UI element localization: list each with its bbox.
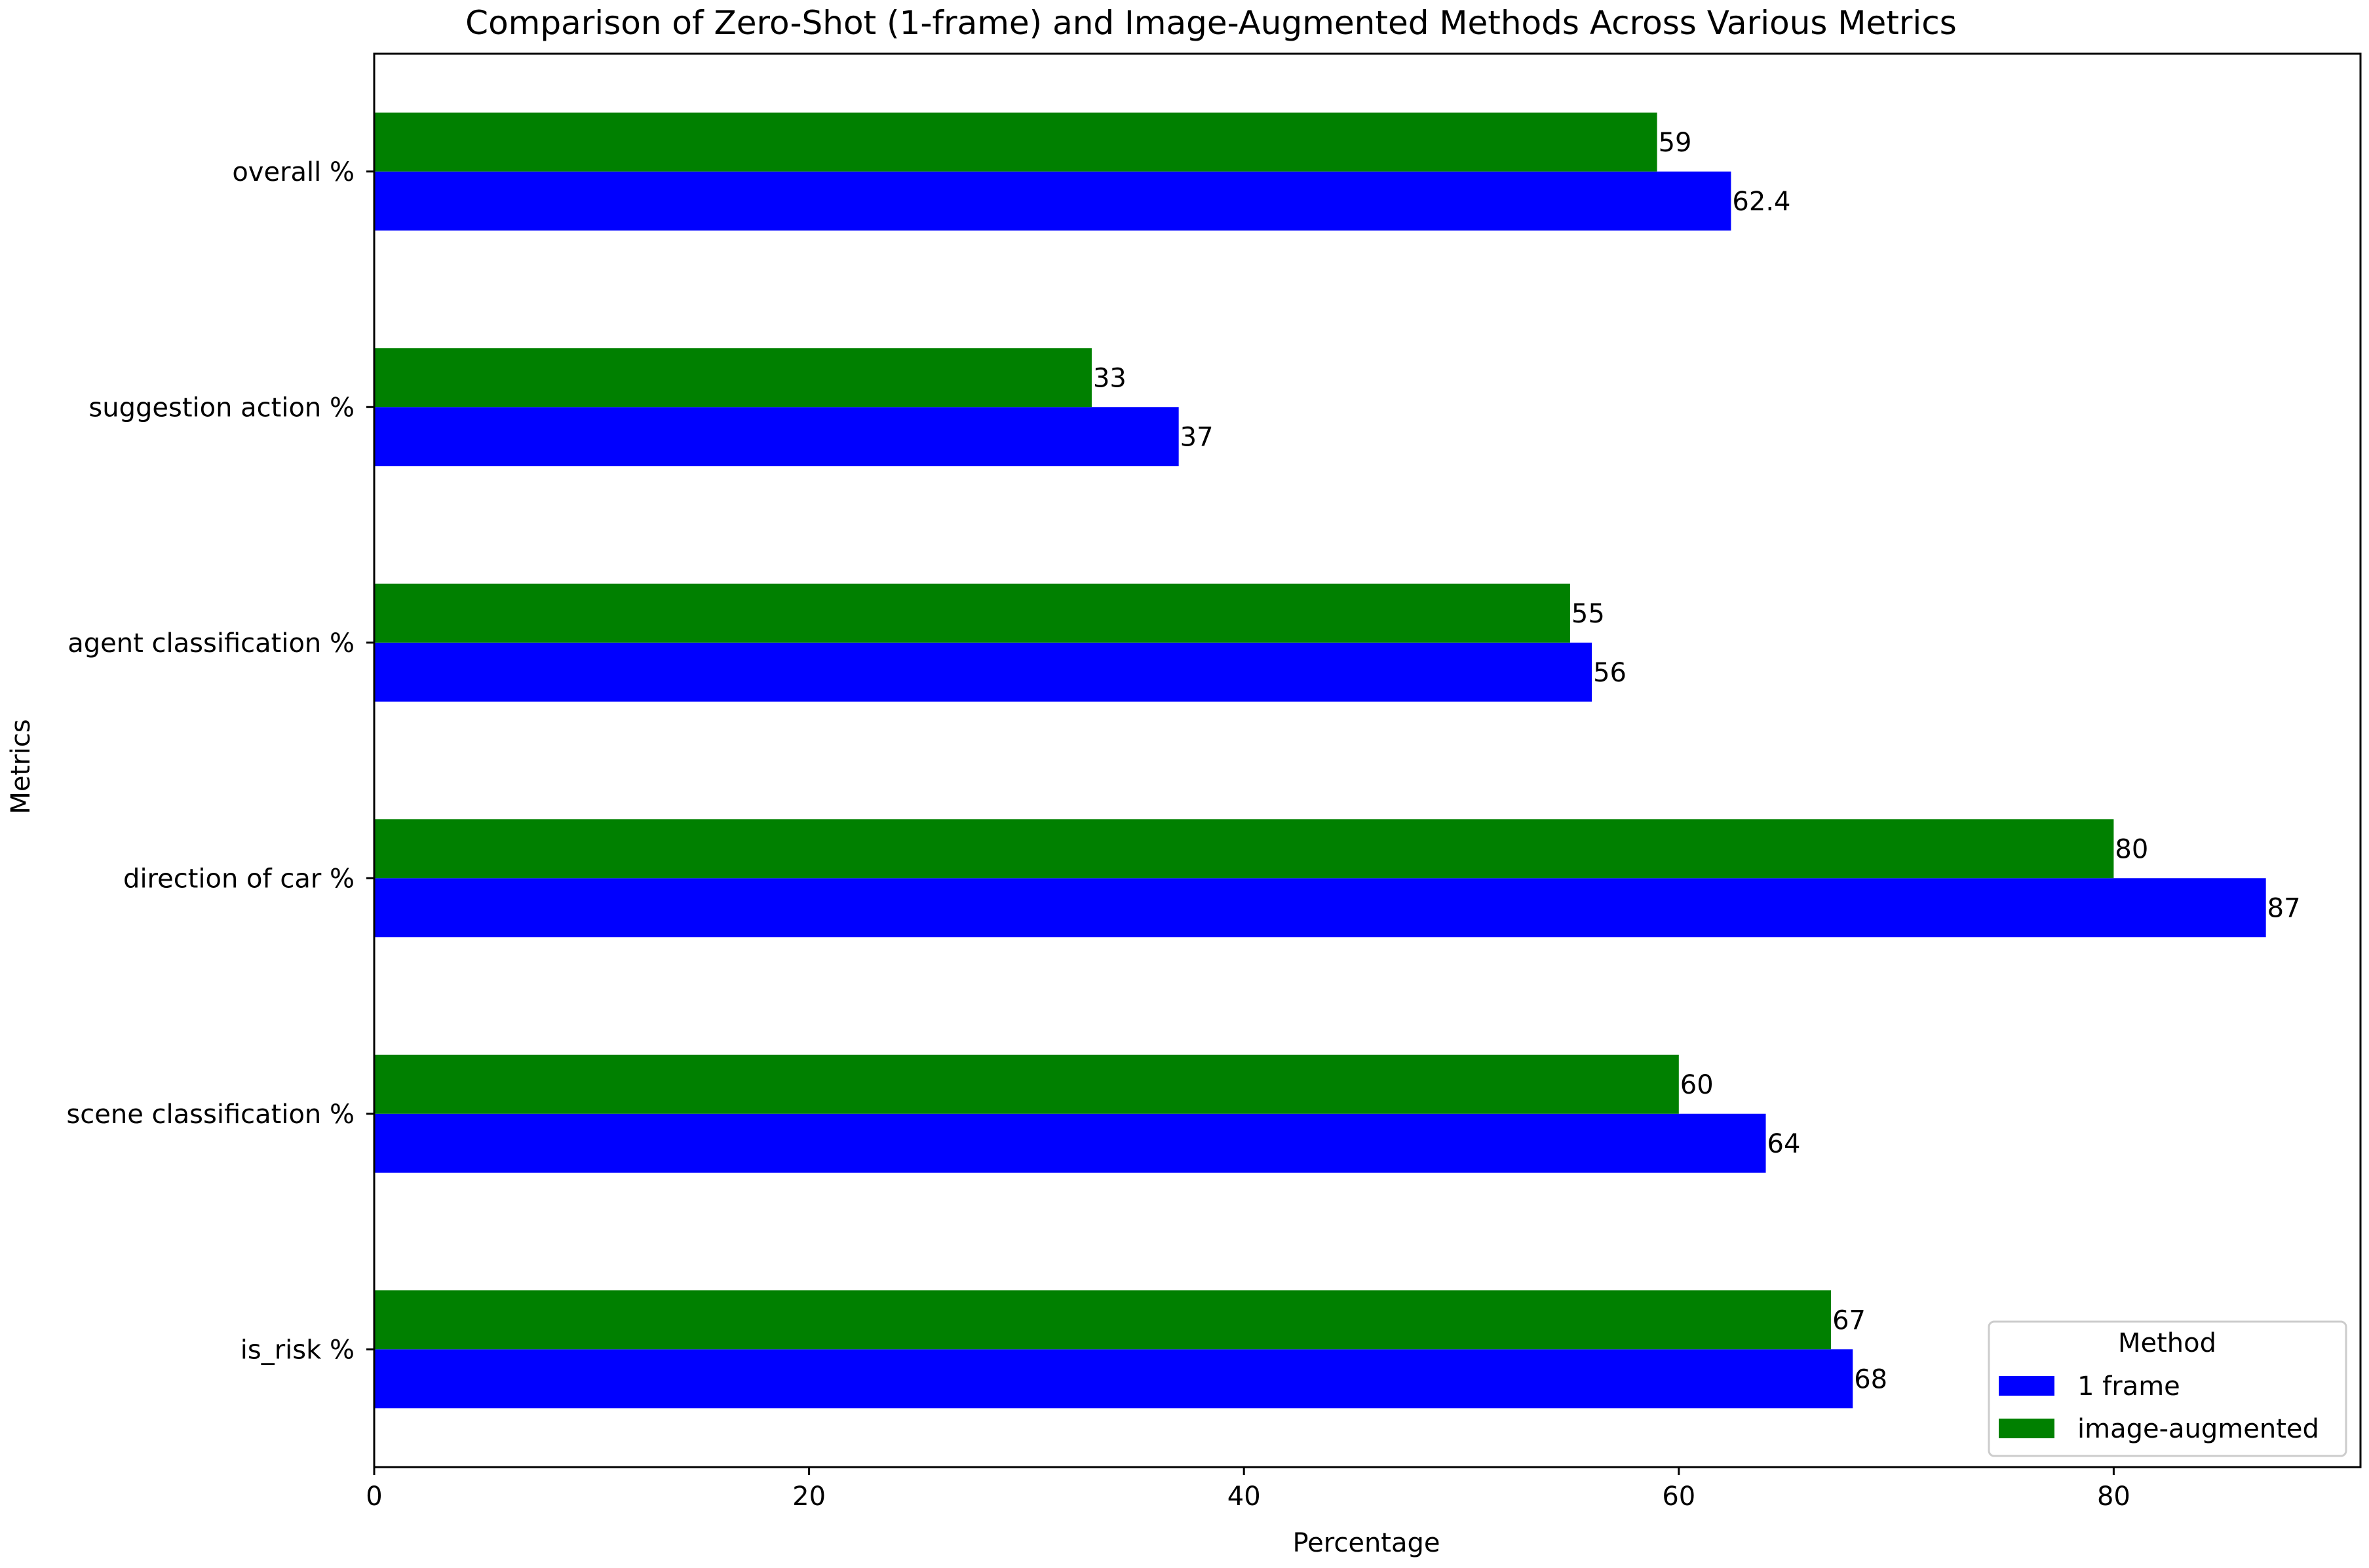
value-label-1-frame-direction-of-car: 87 [2267, 893, 2301, 923]
legend-label-image-augmented: image-augmented [2077, 1414, 2319, 1444]
y-axis: is_risk % scene classification % direction… [66, 157, 374, 1365]
legend-swatch-image-augmented [1999, 1419, 2054, 1438]
x-axis-label: Percentage [1292, 1528, 1440, 1558]
bar-1-frame-is-risk [374, 1349, 1853, 1409]
bar-image-augmented-scene-classification [374, 1054, 1679, 1114]
plot-frame [373, 52, 2362, 1468]
chart-title: Comparison of Zero-Shot (1-frame) and Im… [465, 4, 1957, 42]
value-labels-layer: 68 67 64 60 87 80 56 55 37 33 62.4 59 [1093, 128, 2301, 1395]
value-label-image-augmented-agent-classification: 55 [1571, 599, 1605, 629]
bar-1-frame-suggestion-action [374, 407, 1179, 467]
value-label-1-frame-suggestion-action: 37 [1180, 422, 1214, 452]
y-tick-label-scene-classification: scene classification % [66, 1100, 355, 1130]
y-tick-label-agent-classification: agent classification % [67, 628, 355, 659]
y-axis-label: Metrics [6, 719, 36, 814]
x-tick-label-60: 60 [1662, 1482, 1695, 1512]
value-label-1-frame-scene-classification: 64 [1767, 1129, 1801, 1159]
bar-1-frame-overall [374, 171, 1731, 231]
y-tick-label-suggestion-action: suggestion action % [88, 392, 355, 423]
bar-image-augmented-agent-classification [374, 583, 1570, 643]
value-label-image-augmented-suggestion-action: 33 [1093, 363, 1127, 393]
y-tick-label-direction-of-car: direction of car % [123, 864, 355, 894]
value-label-1-frame-agent-classification: 56 [1593, 658, 1627, 688]
bar-image-augmented-direction-of-car [374, 819, 2114, 879]
legend: Method 1 frame image-augmented [1988, 1320, 2347, 1457]
x-tick-label-0: 0 [366, 1482, 382, 1512]
x-tick-label-80: 80 [2097, 1482, 2130, 1512]
value-label-1-frame-overall: 62.4 [1732, 187, 1790, 217]
y-tick-label-overall: overall % [232, 157, 355, 187]
x-axis: 0 20 40 60 80 [366, 1467, 2130, 1512]
x-tick-label-20: 20 [792, 1482, 826, 1512]
legend-box [1988, 1320, 2347, 1457]
bar-1-frame-agent-classification [374, 642, 1592, 702]
bars-layer [374, 112, 2266, 1409]
y-tick-label-is-risk: is_risk % [241, 1335, 355, 1365]
value-label-image-augmented-overall: 59 [1659, 128, 1692, 158]
bar-1-frame-direction-of-car [374, 878, 2266, 938]
value-label-1-frame-is-risk: 68 [1854, 1364, 1887, 1394]
x-tick-label-40: 40 [1227, 1482, 1261, 1512]
value-label-image-augmented-direction-of-car: 80 [2115, 834, 2148, 864]
bar-image-augmented-is-risk [374, 1290, 1832, 1350]
value-label-image-augmented-is-risk: 67 [1832, 1305, 1866, 1335]
bar-image-augmented-overall [374, 112, 1657, 172]
bar-1-frame-scene-classification [374, 1113, 1766, 1173]
legend-label-1-frame: 1 frame [2077, 1371, 2180, 1402]
bar-image-augmented-suggestion-action [374, 348, 1092, 408]
legend-swatch-1-frame [1999, 1376, 2054, 1396]
legend-title: Method [2118, 1328, 2216, 1358]
value-label-image-augmented-scene-classification: 60 [1680, 1070, 1714, 1100]
